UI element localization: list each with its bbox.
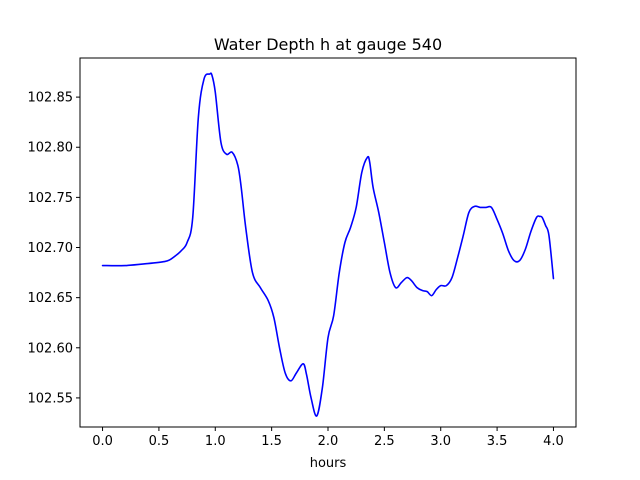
y-tick-label: 102.85 (28, 91, 74, 106)
y-tick-label: 102.65 (28, 291, 74, 306)
plot-frame (79, 57, 577, 428)
x-tick-label: 1.0 (205, 434, 226, 449)
y-tick-label: 102.75 (28, 191, 74, 206)
y-tick-label: 102.60 (28, 341, 74, 356)
series-line (101, 72, 555, 417)
y-tick-label: 102.70 (28, 241, 74, 256)
chart-title: Water Depth h at gauge 540 (214, 35, 442, 54)
y-tick-label: 102.55 (28, 391, 74, 406)
x-tick-label: 2.0 (318, 434, 339, 449)
y-tick-label: 102.80 (28, 141, 74, 156)
x-tick-label: 1.5 (261, 434, 282, 449)
x-axis-ticks: 0.0 0.5 1.0 1.5 2.0 2.5 3.0 3.5 4.0 (92, 427, 564, 449)
x-tick-label: 4.0 (543, 434, 564, 449)
x-tick-label: 2.5 (374, 434, 395, 449)
x-tick-label: 3.0 (430, 434, 451, 449)
y-axis-ticks: 102.55 102.60 102.65 102.70 102.75 102.80 102.… (28, 91, 80, 406)
x-tick-label: 0.0 (92, 434, 113, 449)
x-axis-label: hours (310, 456, 347, 471)
x-tick-label: 3.5 (487, 434, 508, 449)
x-tick-label: 0.5 (149, 434, 170, 449)
